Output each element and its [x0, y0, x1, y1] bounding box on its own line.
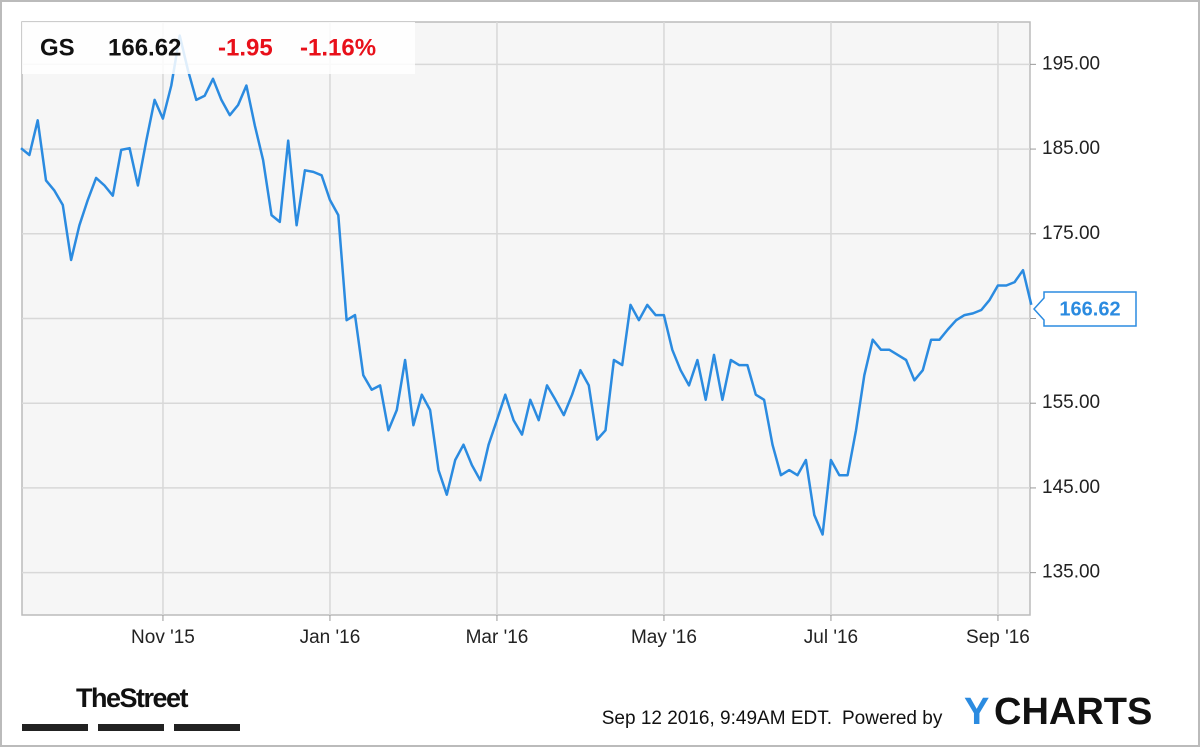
lines [20, 34, 1033, 536]
brand-rest: CHARTS [994, 691, 1152, 733]
logo-bar [98, 724, 164, 731]
grid [22, 22, 1036, 621]
logo-bar [174, 724, 240, 731]
header-box [22, 22, 415, 74]
callout-box [1032, 291, 1137, 327]
x-tick-label: May '16 [631, 627, 697, 648]
y-tick-label: 135.00 [1042, 562, 1100, 583]
x-tick-label: Mar '16 [466, 627, 529, 648]
y-tick-label: 195.00 [1042, 53, 1100, 74]
source-logo: TheStreet [76, 683, 189, 713]
y-tick-label: 185.00 [1042, 138, 1100, 159]
x-tick-label: Nov '15 [131, 627, 195, 648]
x-tick-label: Jan '16 [300, 627, 361, 648]
y-tick-label: 175.00 [1042, 223, 1100, 244]
powered-by: Powered by [842, 708, 943, 729]
price-line [20, 34, 1033, 536]
brand-y: Y [964, 691, 989, 733]
y-tick-label: 155.00 [1042, 392, 1100, 413]
last-price: 166.62 [108, 34, 181, 61]
ticker: GS [40, 34, 75, 61]
callout-label: 166.62 [1059, 298, 1120, 320]
timestamp: Sep 12 2016, 9:49AM EDT. [602, 708, 832, 729]
change: -1.95 [218, 34, 273, 61]
x-tick-label: Sep '16 [966, 627, 1030, 648]
last-value-callout: 166.62 [1032, 291, 1137, 327]
y-tick-label: 145.00 [1042, 477, 1100, 498]
change-percent: -1.16% [300, 34, 376, 61]
logo-bar [22, 724, 88, 731]
x-tick-label: Jul '16 [804, 627, 858, 648]
